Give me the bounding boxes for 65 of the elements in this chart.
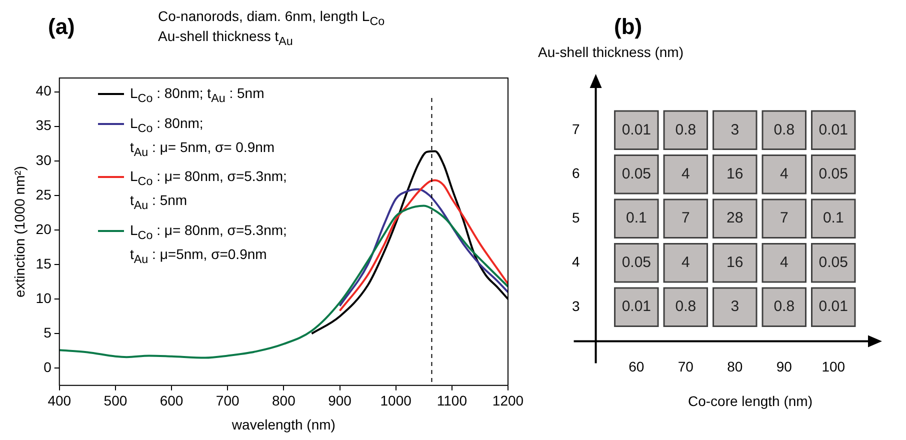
y-tick-label: 0 xyxy=(44,358,52,375)
data-label: 7 xyxy=(681,210,690,227)
x-tick-label: 500 xyxy=(104,392,128,409)
x-tick-label: 1000 xyxy=(380,392,412,409)
x-tick-label: 400 xyxy=(48,392,72,409)
data-label: 4 xyxy=(681,166,690,182)
y-tick-label: 15 xyxy=(36,255,52,272)
x-tick-label: 700 xyxy=(216,392,240,409)
y-tick-label: 7 xyxy=(572,120,580,137)
y-tick-label: 25 xyxy=(36,186,52,202)
x-tick-label: 60 xyxy=(628,358,644,374)
data-label: 0.05 xyxy=(818,254,848,271)
y-tick-label: 35 xyxy=(36,117,52,134)
data-label: 7 xyxy=(780,210,788,227)
data-label: 0.05 xyxy=(818,166,848,182)
data-label: 16 xyxy=(726,254,744,271)
data-label: 3 xyxy=(730,298,740,316)
data-label: 3 xyxy=(730,121,740,138)
data-label: 28 xyxy=(726,210,744,227)
data-label: 4 xyxy=(681,254,690,271)
data-label: 0.01 xyxy=(622,121,652,138)
x-axis-title: wavelength (nm) xyxy=(230,416,336,432)
y-axis-title: extinction (1000 nm²) xyxy=(11,166,28,298)
y-tick-label: 3 xyxy=(572,298,580,314)
text: (b) xyxy=(614,14,642,40)
y-tick-label: 5 xyxy=(572,209,580,226)
x-tick-label: 80 xyxy=(727,358,743,374)
x-tick-label: 1200 xyxy=(492,392,524,409)
data-label: 0.8 xyxy=(675,121,696,138)
data-label: 16 xyxy=(726,166,744,182)
data-label: 0.01 xyxy=(818,121,848,138)
x-tick-label: 900 xyxy=(328,392,352,409)
data-label: 0.01 xyxy=(818,298,848,316)
x-axis-title: Co-core length (nm) xyxy=(688,393,812,409)
text: (a) xyxy=(48,14,75,40)
y-tick-label: 30 xyxy=(36,152,52,168)
x-tick-label: 90 xyxy=(776,358,792,374)
y-tick-label: 5 xyxy=(44,324,52,340)
data-label: 0.01 xyxy=(622,298,652,316)
text: L$_{Co}$ : μ= 80nm, σ=5.3nm; t$_{Au}$ : μ=5nm, σ=0.9nm xyxy=(130,222,287,266)
x-tick-label: 70 xyxy=(678,358,694,374)
data-label: 0.8 xyxy=(675,298,696,316)
data-label: 4 xyxy=(780,166,788,182)
data-label: 0.1 xyxy=(822,210,844,227)
y-tick-label: 4 xyxy=(572,254,580,270)
y-tick-label: 6 xyxy=(572,165,580,182)
text: L$_{Co}$ : 80nm; t$_{Au}$ : μ= 5nm, σ= 0.9nm xyxy=(130,114,275,158)
data-label: 0.8 xyxy=(774,121,795,138)
legend-label: L$_{Co}$ : 80nm; t$_{Au}$ : 5nm xyxy=(130,84,264,107)
data-label: 0.05 xyxy=(622,166,652,182)
y-tick-label: 20 xyxy=(36,220,52,237)
chart-title: Co-nanorods, diam. 6nm, length L$_{Co}$ xyxy=(158,8,385,28)
x-tick-label: 100 xyxy=(822,358,846,374)
data-label: 0.8 xyxy=(774,298,795,316)
chart-subtitle: Au-shell thickness t$_{Au}$ xyxy=(158,28,293,48)
y-tick-label: 40 xyxy=(36,82,52,99)
y-tick-label: 10 xyxy=(36,290,52,306)
data-label: 4 xyxy=(780,254,788,271)
data-label: 0.1 xyxy=(626,210,647,227)
x-tick-label: 1100 xyxy=(436,392,468,409)
y-axis-title: Au-shell thickness (nm) xyxy=(538,44,684,60)
x-tick-label: 600 xyxy=(160,392,184,409)
data-label: 0.05 xyxy=(622,254,652,271)
x-tick-label: 800 xyxy=(272,392,296,409)
text: L$_{Co}$ : μ= 80nm, σ=5.3nm; t$_{Au}$ : 5nm xyxy=(130,168,287,212)
